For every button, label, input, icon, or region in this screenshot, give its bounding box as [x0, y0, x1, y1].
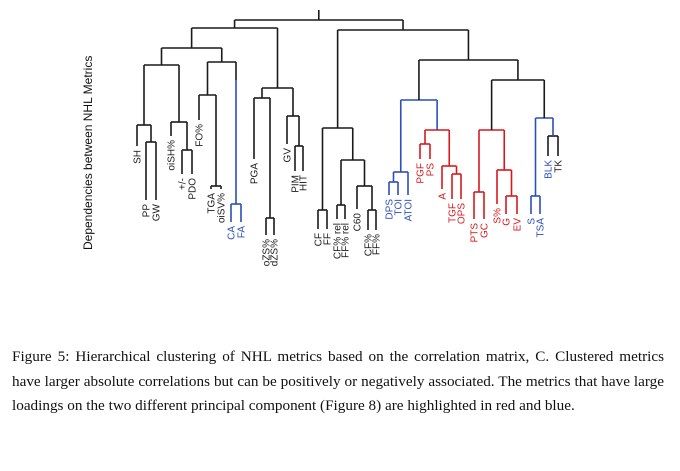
- leaf-label: dZS%: [270, 239, 281, 266]
- caption-text: Hierarchical clustering of NHL metrics b…: [12, 348, 665, 415]
- leaf-label: PGF: [416, 163, 427, 184]
- leaf-label: FF: [323, 233, 334, 245]
- leaf-label: TGF: [448, 203, 459, 223]
- figure-number: Figure 5:: [12, 348, 70, 365]
- leaf-label: BLK: [544, 160, 555, 179]
- leaf-labels: SH PP GW oiSH%+/- PDO FO% TGA oiSV% CA FA PGA oZS%d…: [133, 124, 565, 266]
- leaf-label: GW: [152, 203, 163, 221]
- leaf-label: G: [502, 218, 513, 226]
- dendrogram-figure: Dependencies between NHL Metrics SH PP GW o…: [81, 10, 565, 266]
- leaf-label: OPS: [457, 203, 468, 224]
- leaf-label: CF%: [364, 234, 375, 256]
- leaf-label: GV: [283, 148, 294, 163]
- leaf-label: HIT: [299, 175, 310, 191]
- leaf-label: TGA: [207, 193, 218, 214]
- dendrogram-chart: Dependencies between NHL Metrics SH PP GW o…: [81, 10, 565, 266]
- y-axis-label: Dependencies between NHL Metrics: [81, 56, 95, 250]
- leaf-label: PGA: [250, 163, 261, 184]
- leaf-label: FF% rel: [341, 223, 352, 258]
- dendrogram-links: [136, 10, 559, 235]
- leaf-label: +/-: [178, 178, 189, 190]
- leaf-label: PS: [426, 163, 437, 177]
- leaf-label: PP: [142, 204, 153, 218]
- leaf-label: SH: [133, 150, 144, 164]
- leaf-label: PIM: [291, 175, 302, 193]
- leaf-label: oZS%: [262, 239, 273, 266]
- leaf-label: PTS: [470, 223, 481, 243]
- leaf-label: CF: [314, 233, 325, 246]
- leaf-label: ATOI: [404, 199, 415, 221]
- leaf-label: CF% rel: [333, 223, 344, 259]
- leaf-label: PDO: [188, 178, 199, 200]
- leaf-label: FF%: [372, 234, 383, 255]
- leaf-label: FO%: [195, 124, 206, 147]
- leaf-label: S: [527, 218, 538, 225]
- leaf-label: FA: [237, 226, 248, 239]
- leaf-label: TK: [554, 160, 565, 173]
- leaf-label: S%: [493, 208, 504, 224]
- leaf-label: TSA: [536, 218, 547, 238]
- leaf-label: oiSH%: [167, 140, 178, 171]
- leaf-label: A: [438, 193, 449, 200]
- leaf-label: C60: [353, 213, 364, 232]
- leaf-label: TOI: [394, 199, 405, 215]
- leaf-label: oiSV%: [217, 193, 228, 223]
- leaf-label: DPS: [385, 199, 396, 220]
- leaf-label: CA: [227, 226, 238, 240]
- leaf-label: GC: [480, 223, 491, 238]
- figure-caption: Figure 5: Hierarchical clustering of NHL…: [12, 345, 664, 419]
- leaf-label: EV: [513, 218, 524, 232]
